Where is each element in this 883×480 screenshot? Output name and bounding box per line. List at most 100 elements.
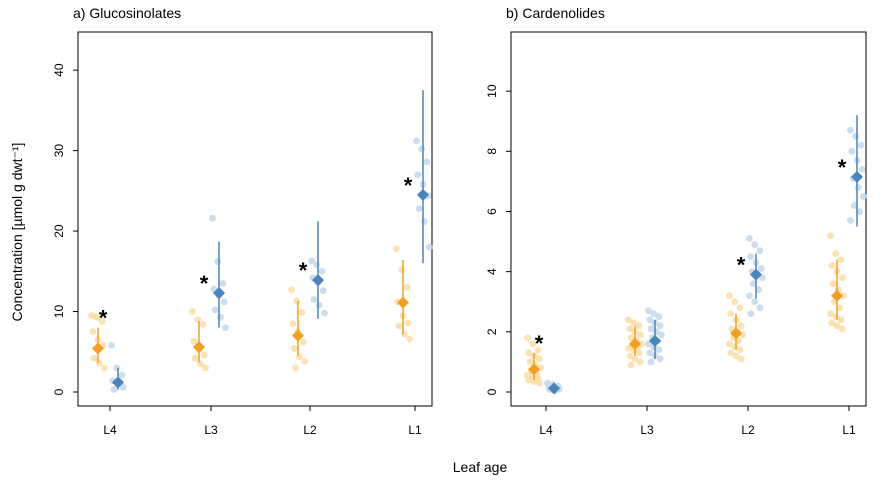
data-point — [200, 351, 208, 359]
x-tick-label: L4 — [103, 423, 117, 437]
data-point — [838, 274, 846, 282]
data-point — [209, 214, 216, 222]
data-point — [847, 217, 854, 224]
data-point — [290, 345, 298, 352]
data-point — [93, 313, 101, 321]
data-point — [626, 352, 634, 360]
data-point — [827, 310, 834, 318]
data-point — [650, 310, 658, 318]
data-point — [211, 306, 219, 314]
data-point — [726, 340, 733, 348]
mean-marker — [292, 329, 304, 342]
data-point — [289, 320, 297, 328]
chart-panel: b) Cardenolides 0 2 4 6 8 10 L4 L3 L2 L1 * * * — [485, 5, 867, 437]
data-point — [414, 171, 422, 179]
data-point — [756, 304, 764, 312]
data-point — [415, 205, 423, 212]
data-point — [418, 145, 426, 153]
data-point — [847, 126, 854, 134]
data-point — [199, 321, 207, 328]
y-tick-label: 20 — [52, 224, 66, 238]
mean-marker — [312, 274, 324, 287]
data-point — [852, 132, 860, 140]
data-point — [630, 319, 638, 327]
mean-marker — [851, 170, 863, 183]
mean-marker — [629, 337, 641, 350]
data-point — [736, 346, 744, 354]
data-point — [313, 261, 321, 269]
data-point — [625, 316, 632, 324]
data-point — [298, 308, 306, 316]
mean-marker — [92, 342, 104, 355]
data-point — [308, 257, 315, 265]
y-tick-label: 2 — [485, 328, 499, 335]
data-point — [524, 334, 531, 342]
data-point — [829, 280, 837, 288]
data-point — [299, 338, 307, 346]
data-point — [646, 349, 654, 357]
data-point — [393, 245, 400, 253]
x-tick-label: L3 — [204, 423, 218, 437]
data-point — [535, 379, 543, 387]
data-point — [727, 349, 735, 357]
data-point — [837, 316, 845, 324]
data-point — [837, 256, 845, 264]
data-point — [110, 386, 118, 393]
data-point — [833, 322, 841, 330]
data-point — [840, 292, 847, 300]
significance-star: * — [737, 253, 746, 278]
data-point — [726, 292, 733, 300]
y-tick-label: 30 — [52, 144, 66, 158]
data-point — [625, 344, 632, 352]
mean-marker — [750, 268, 762, 281]
data-point — [750, 280, 757, 288]
x-tick-label: L2 — [741, 423, 755, 437]
data-point — [856, 208, 863, 215]
data-point — [406, 335, 413, 343]
data-point — [646, 316, 654, 324]
significance-star: * — [200, 271, 209, 296]
data-point — [220, 298, 228, 306]
data-point — [832, 250, 840, 257]
data-point — [647, 358, 655, 366]
data-point — [318, 267, 326, 275]
data-point — [398, 266, 406, 274]
data-point — [95, 359, 103, 367]
data-point — [525, 376, 533, 384]
x-axis-label: Leaf age — [453, 459, 508, 475]
data-point — [727, 310, 735, 318]
data-point — [113, 364, 121, 372]
data-point — [848, 147, 856, 155]
data-point — [530, 378, 538, 385]
data-point — [423, 158, 431, 166]
x-tick-label: L4 — [539, 423, 553, 437]
data-point — [321, 309, 328, 317]
data-point — [293, 297, 301, 305]
data-point — [189, 308, 196, 315]
mean-marker — [548, 382, 560, 395]
data-point — [655, 313, 663, 321]
data-point — [737, 355, 745, 363]
data-point — [836, 304, 843, 312]
mean-marker — [649, 334, 661, 347]
x-tick-label: L3 — [640, 423, 654, 437]
plot-frame — [510, 31, 867, 407]
data-point — [295, 353, 303, 360]
data-point — [647, 325, 655, 333]
data-point — [101, 364, 108, 372]
mean-marker — [397, 296, 409, 309]
data-point — [190, 337, 198, 345]
chart-title: a) Glucosinolates — [73, 5, 181, 21]
plot-frame — [77, 31, 433, 407]
significance-star: * — [99, 306, 108, 331]
data-point — [98, 317, 106, 325]
y-tick-label: 10 — [52, 305, 66, 319]
mean-marker — [193, 340, 205, 353]
data-point — [656, 322, 664, 330]
data-point — [827, 232, 834, 239]
data-point — [319, 287, 327, 295]
data-point — [395, 322, 403, 330]
data-point — [756, 247, 764, 254]
data-point — [747, 253, 755, 261]
data-point — [118, 371, 126, 379]
